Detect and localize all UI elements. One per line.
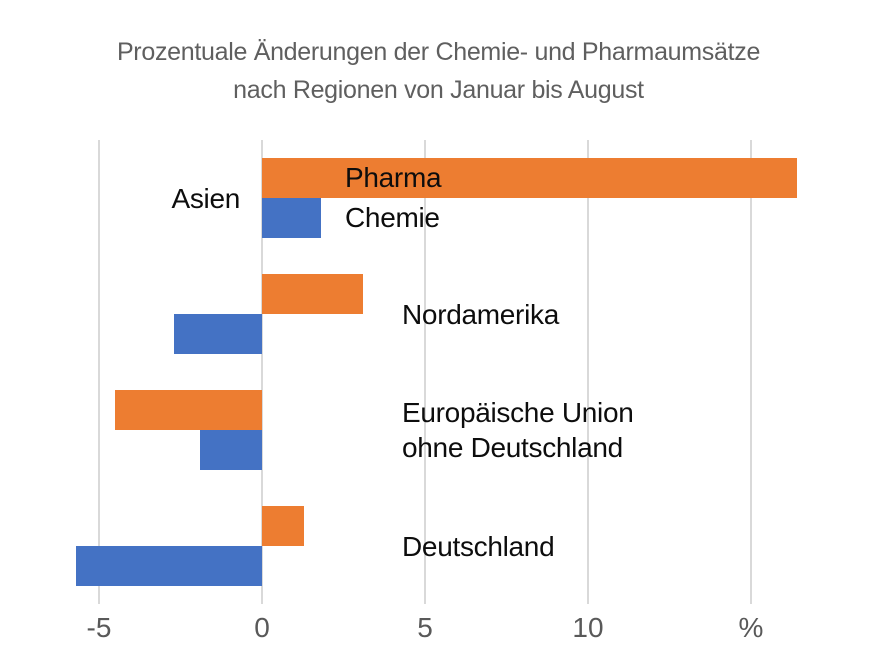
category-label-nordamerika: Nordamerika	[402, 297, 559, 332]
gridline-5	[424, 140, 426, 604]
gridline--5	[98, 140, 100, 604]
gridline-10	[587, 140, 589, 604]
category-label-asien: Asien	[171, 181, 240, 216]
category-label-line: Deutschland	[402, 530, 555, 562]
category-label-deutschland: Deutschland	[402, 529, 555, 564]
bar-chemie-asien	[262, 198, 321, 238]
x-axis-tick-10: 10	[572, 612, 604, 643]
series-label-chemie: Chemie	[345, 202, 440, 233]
chart-title-line-2: nach Regionen von Januar bis August	[233, 76, 644, 104]
bar-pharma-nordamerika	[262, 274, 364, 314]
bar-chemie-nordamerika	[173, 314, 262, 354]
bar-chemie-deutschland	[76, 546, 262, 586]
series-label-pharma: Pharma	[345, 162, 442, 193]
category-label-line: ohne Deutschland	[402, 432, 623, 463]
gridline-0	[261, 140, 263, 604]
chart-title: Prozentuale Änderungen der Chemie- und P…	[0, 33, 877, 109]
bar-pharma-europäische-union-ohne-deutschland	[115, 390, 262, 430]
x-axis-tick-5: 5	[417, 612, 433, 643]
gridline-percent	[750, 140, 752, 604]
category-label-line: Nordamerika	[402, 298, 559, 330]
category-label-europäische-union-ohne-deutschland: Europäische Union ohne Deutschland	[402, 395, 634, 465]
bar-pharma-deutschland	[262, 506, 305, 546]
x-axis-tick-percent: %	[738, 612, 764, 643]
x-axis-tick-minus-5: -5	[86, 612, 112, 643]
chart-title-line-1: Prozentuale Änderungen der Chemie- und P…	[116, 38, 761, 66]
category-label-line: Europäische Union	[402, 397, 634, 428]
x-axis-tick-0: 0	[254, 612, 270, 643]
category-label-line: Asien	[171, 182, 240, 214]
bar-chemie-europäische-union-ohne-deutschland	[200, 430, 262, 470]
bar-pharma-asien	[262, 158, 797, 198]
